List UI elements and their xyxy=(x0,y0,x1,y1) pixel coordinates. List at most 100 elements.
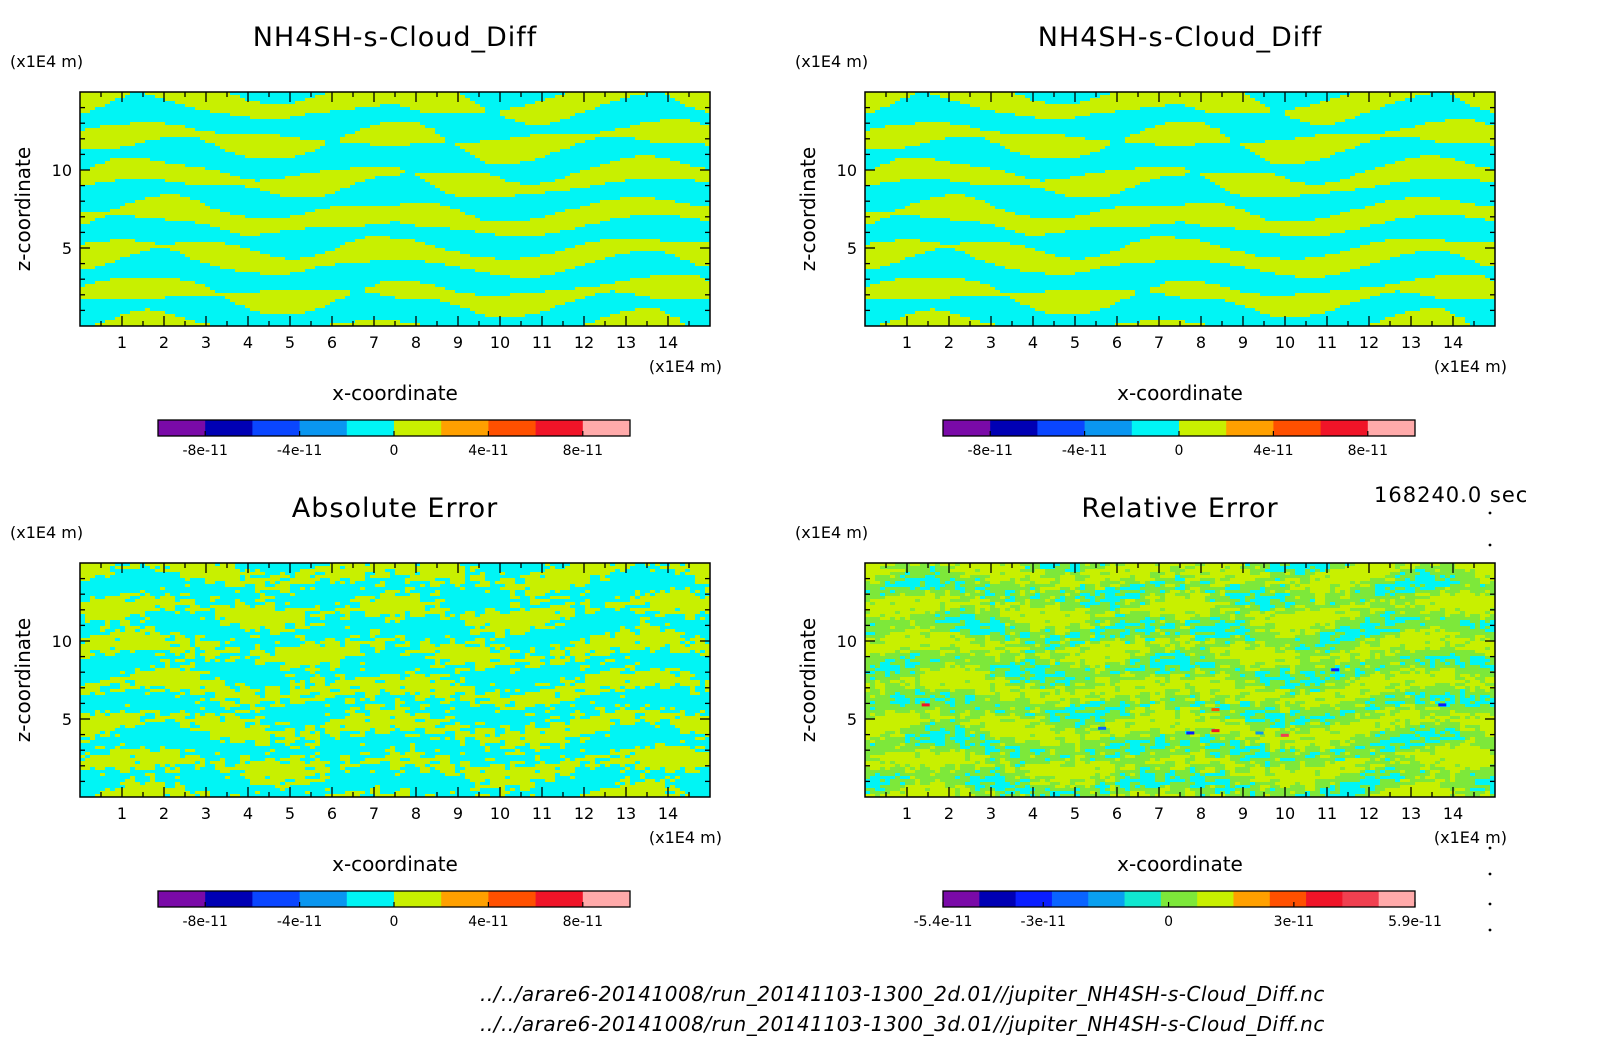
heatmap-cell xyxy=(890,791,900,794)
heatmap-cell xyxy=(1185,590,1190,593)
heatmap-cell xyxy=(175,638,190,641)
heatmap-cell xyxy=(1260,644,1265,647)
heatmap-cell xyxy=(545,575,590,578)
heatmap-cell xyxy=(495,647,500,650)
heatmap-cell xyxy=(705,689,710,692)
heatmap-cell xyxy=(80,647,110,650)
heatmap-cell xyxy=(220,623,230,626)
heatmap-cell xyxy=(230,740,245,743)
heatmap-cell xyxy=(1120,248,1230,251)
heatmap-cell xyxy=(240,761,245,764)
heatmap-cell xyxy=(110,209,220,212)
heatmap-cell xyxy=(375,794,410,797)
heatmap-cell xyxy=(990,581,1000,584)
heatmap-cell xyxy=(430,737,440,740)
x-axis-label: x-coordinate xyxy=(332,852,458,876)
heatmap-cell xyxy=(620,569,625,572)
heatmap-cell xyxy=(655,746,690,749)
heatmap-cell xyxy=(1220,611,1225,614)
heatmap-cell xyxy=(1350,677,1355,680)
heatmap-cell xyxy=(1460,722,1495,725)
heatmap-cell xyxy=(1260,743,1265,746)
heatmap-cell xyxy=(1270,767,1285,770)
heatmap-cell xyxy=(330,206,450,209)
heatmap-cell xyxy=(965,665,980,668)
y-tick-label: 10 xyxy=(52,632,72,651)
heatmap-cell xyxy=(550,707,555,710)
heatmap-cell xyxy=(1275,722,1285,725)
heatmap-cell xyxy=(1480,695,1490,698)
heatmap-cell xyxy=(1340,788,1365,791)
colorbar-swatch xyxy=(346,420,395,436)
heatmap-cell xyxy=(250,650,265,653)
heatmap-cell xyxy=(275,785,290,788)
heatmap-cell xyxy=(625,767,630,770)
heatmap-cell xyxy=(1220,689,1255,692)
heatmap-cell xyxy=(1490,776,1495,779)
heatmap-cell xyxy=(1010,626,1015,629)
heatmap-cell xyxy=(1075,215,1260,218)
heatmap-cell xyxy=(1445,743,1450,746)
heatmap-cell xyxy=(1490,647,1495,650)
heatmap-cell xyxy=(215,608,275,611)
heatmap-cell xyxy=(90,755,130,758)
heatmap-cell xyxy=(1480,581,1490,584)
heatmap-cell xyxy=(1120,662,1125,665)
heatmap-cell xyxy=(250,635,260,638)
heatmap-cell xyxy=(485,626,530,629)
heatmap-cell xyxy=(890,626,895,629)
heatmap-cell xyxy=(1025,713,1035,716)
heatmap-cell xyxy=(1280,671,1285,674)
heatmap-cell xyxy=(590,635,610,638)
heatmap-cell xyxy=(1370,674,1385,677)
heatmap-cell xyxy=(900,743,905,746)
heatmap-cell xyxy=(255,791,260,794)
heatmap-cell xyxy=(1220,185,1375,188)
heatmap-cell xyxy=(655,593,695,596)
heatmap-cell xyxy=(910,653,920,656)
heatmap-cell xyxy=(1025,785,1030,788)
heatmap-cell xyxy=(1210,584,1225,587)
heatmap-cell xyxy=(1005,599,1015,602)
heatmap-cell xyxy=(1125,641,1130,644)
heatmap-cell xyxy=(880,737,885,740)
heatmap-cell xyxy=(310,614,325,617)
heatmap-cell xyxy=(1045,311,1090,314)
heatmap-cell xyxy=(1360,677,1385,680)
heatmap-cell xyxy=(680,716,710,719)
heatmap-cell xyxy=(1175,725,1250,728)
x-tick-label: 14 xyxy=(658,804,678,823)
heatmap-cell xyxy=(1445,692,1450,695)
heatmap-cell xyxy=(115,629,120,632)
x-tick-label: 10 xyxy=(490,333,510,352)
heatmap-cell xyxy=(1280,599,1285,602)
heatmap-cell xyxy=(575,659,585,662)
heatmap-cell xyxy=(145,563,215,566)
heatmap-cell xyxy=(1055,626,1065,629)
heatmap-cell xyxy=(180,665,195,668)
heatmap-cell xyxy=(1460,695,1465,698)
heatmap-cell xyxy=(365,287,445,290)
heatmap-cell xyxy=(1395,605,1405,608)
heatmap-cell xyxy=(1165,572,1175,575)
heatmap-cell xyxy=(560,767,575,770)
heatmap-cell xyxy=(165,608,175,611)
heatmap-cell xyxy=(480,743,485,746)
heatmap-cell xyxy=(1310,752,1320,755)
heatmap-cell xyxy=(510,632,525,635)
colorbar-swatch xyxy=(1233,891,1271,907)
heatmap-cell xyxy=(570,776,575,779)
heatmap-cell xyxy=(955,725,960,728)
heatmap-cell xyxy=(1405,587,1415,590)
heatmap-cell xyxy=(1130,794,1150,797)
heatmap-cell xyxy=(130,650,135,653)
heatmap-cell xyxy=(200,707,205,710)
heatmap-cell xyxy=(865,266,880,269)
heatmap-cell xyxy=(1335,638,1355,641)
heatmap-cell xyxy=(1145,761,1165,764)
heatmap-cell xyxy=(1435,716,1450,719)
heatmap-cell xyxy=(485,758,495,761)
heatmap-cell xyxy=(1285,650,1295,653)
heatmap-cell xyxy=(1010,713,1015,716)
heatmap-cell xyxy=(390,752,400,755)
